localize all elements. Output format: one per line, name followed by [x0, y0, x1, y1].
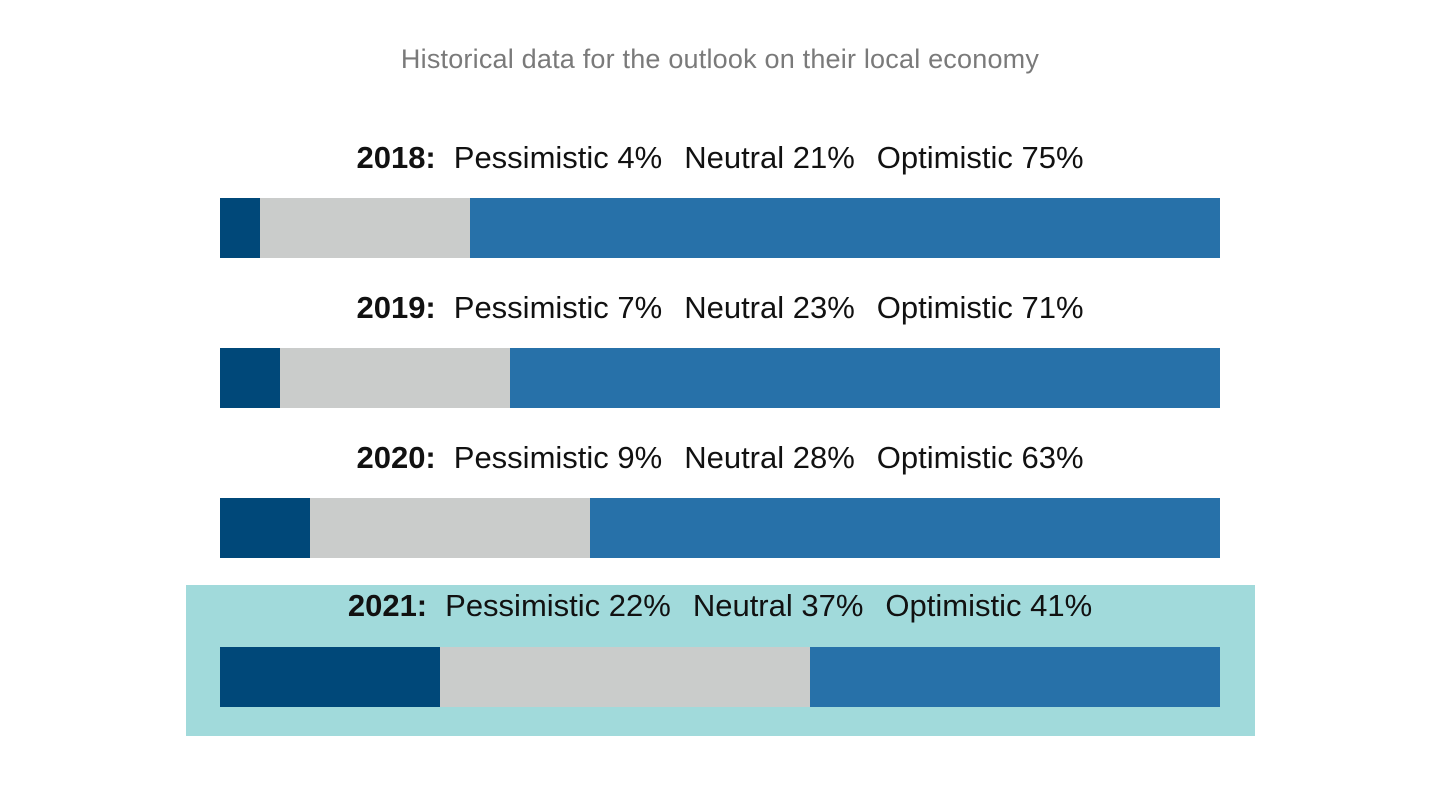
chart-title: Historical data for the outlook on their…	[400, 44, 1040, 74]
segment-label-2019-pessimistic: Pessimistic 7%	[453, 290, 663, 325]
segment-label-2020-pessimistic: Pessimistic 9%	[453, 440, 663, 475]
segment-label-2020-neutral: Neutral 28%	[684, 440, 855, 475]
segment-label-2018-optimistic: Optimistic 75%	[876, 140, 1084, 175]
bar-segment-2019-optimistic	[510, 348, 1220, 408]
bar-segment-2019-pessimistic	[220, 348, 280, 408]
segment-label-2021-neutral: Neutral 37%	[692, 588, 864, 623]
year-label-2018: 2018:	[356, 140, 436, 175]
segment-label-2021-optimistic: Optimistic 41%	[885, 588, 1093, 623]
bar-2021	[220, 647, 1220, 707]
bar-segment-2019-neutral	[280, 348, 510, 408]
bar-segment-2018-neutral	[260, 198, 470, 258]
segment-label-2018-neutral: Neutral 21%	[684, 140, 855, 175]
year-label-2019: 2019:	[356, 290, 436, 325]
segment-label-2019-neutral: Neutral 23%	[684, 290, 855, 325]
bar-2019	[220, 348, 1220, 408]
row-label-2020: 2020: Pessimistic 9% Neutral 28% Optimistic…	[0, 440, 1440, 476]
bar-segment-2021-pessimistic	[220, 647, 440, 707]
year-label-2020: 2020:	[356, 440, 436, 475]
bar-segment-2018-optimistic	[470, 198, 1220, 258]
row-label-2021: 2021: Pessimistic 22% Neutral 37% Optimisti…	[0, 588, 1440, 624]
year-label-2021: 2021:	[347, 588, 428, 623]
row-label-2019: 2019: Pessimistic 7% Neutral 23% Optimistic…	[0, 290, 1440, 326]
bar-segment-2021-neutral	[440, 647, 810, 707]
bar-2020	[220, 498, 1220, 558]
segment-label-2018-pessimistic: Pessimistic 4%	[453, 140, 663, 175]
bar-segment-2020-neutral	[310, 498, 590, 558]
bar-segment-2020-optimistic	[590, 498, 1220, 558]
segment-label-2019-optimistic: Optimistic 71%	[876, 290, 1084, 325]
bar-segment-2020-pessimistic	[220, 498, 310, 558]
row-label-2018: 2018: Pessimistic 4% Neutral 21% Optimistic…	[0, 140, 1440, 176]
segment-label-2020-optimistic: Optimistic 63%	[876, 440, 1084, 475]
bar-segment-2018-pessimistic	[220, 198, 260, 258]
bar-segment-2021-optimistic	[810, 647, 1220, 707]
segment-label-2021-pessimistic: Pessimistic 22%	[445, 588, 671, 623]
bar-2018	[220, 198, 1220, 258]
